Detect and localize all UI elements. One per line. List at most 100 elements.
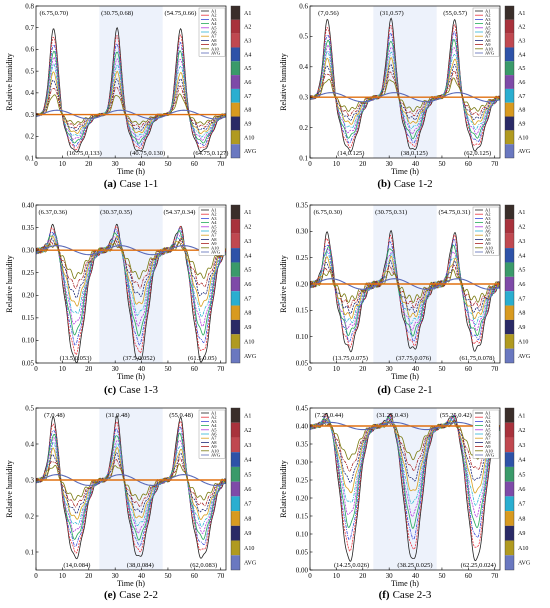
legend-label: A3 bbox=[485, 216, 491, 221]
y-tick-label: 0.20 bbox=[22, 292, 35, 300]
legend-label: A3 bbox=[485, 419, 491, 424]
colorbar-segment bbox=[505, 219, 514, 234]
panel-caption: (a) Case 1-1 bbox=[104, 178, 159, 190]
x-tick-label: 0 bbox=[308, 160, 312, 168]
y-tick-label: 0.35 bbox=[296, 440, 309, 448]
x-axis-title: Time (h) bbox=[117, 167, 145, 176]
x-tick-label: 10 bbox=[333, 572, 341, 580]
series-line-avg bbox=[36, 245, 226, 256]
peak-annotation: (54.37,0.34) bbox=[163, 209, 195, 216]
colorbar-label: A7 bbox=[518, 296, 525, 302]
legend-label: A6 bbox=[211, 432, 217, 437]
x-tick-label: 50 bbox=[438, 572, 446, 580]
legend-label: A1 bbox=[211, 411, 217, 416]
series-line-a5 bbox=[310, 248, 500, 331]
colorbar-label: A9 bbox=[518, 325, 525, 331]
colorbar-label: A4 bbox=[518, 458, 525, 464]
x-tick-label: 10 bbox=[59, 572, 67, 580]
y-axis-title: Relative humidity bbox=[5, 53, 14, 111]
colorbar-label: A1 bbox=[518, 11, 525, 17]
y-tick-label: 0.00 bbox=[296, 566, 309, 574]
panel-b: 0.1 0.2 0.3 0.4 0.5 0.6 0 10 20 30 40 50 60 70 Time (h… bbox=[279, 2, 531, 190]
series-group bbox=[36, 223, 226, 363]
colorbar-segment bbox=[231, 422, 240, 438]
x-tick-label: 40 bbox=[412, 160, 420, 168]
colorbar: A1 A2 A3 A4 A5 A6 A7 A8 A9 A10 AVG bbox=[230, 204, 257, 364]
colorbar-segment bbox=[231, 47, 240, 62]
y-tick-label: 0.2 bbox=[25, 512, 34, 520]
legend-label: A6 bbox=[485, 30, 491, 35]
colorbar-segment bbox=[231, 466, 240, 482]
y-axis-title: Relative humidity bbox=[279, 460, 288, 518]
x-tick-label: 70 bbox=[491, 572, 499, 580]
legend-label: A9 bbox=[485, 42, 491, 47]
peak-annotation: (7.25,0.44) bbox=[315, 412, 344, 419]
legend-label: A5 bbox=[211, 224, 217, 229]
x-tick-label: 60 bbox=[191, 365, 199, 373]
colorbar-segment bbox=[505, 88, 514, 103]
legend-label: A9 bbox=[211, 444, 217, 449]
series-line-a2 bbox=[310, 413, 500, 552]
colorbar-segment bbox=[231, 452, 240, 467]
x-tick-label: 70 bbox=[491, 365, 499, 373]
series-group bbox=[310, 412, 500, 562]
legend-label: A2 bbox=[485, 415, 491, 420]
colorbar-label: A3 bbox=[244, 39, 251, 45]
legend-label: A1 bbox=[485, 411, 491, 416]
colorbar-label: A7 bbox=[518, 502, 525, 508]
series-line-a4 bbox=[36, 432, 226, 541]
series-line-a10 bbox=[36, 93, 226, 125]
trough-annotation: (38,0.084) bbox=[127, 562, 154, 569]
series-line-avg bbox=[310, 92, 500, 103]
legend-label: A1 bbox=[211, 208, 217, 213]
series-line-a9 bbox=[36, 239, 226, 290]
colorbar-label: A9 bbox=[244, 531, 251, 537]
series-group bbox=[36, 415, 226, 560]
x-tick-label: 10 bbox=[59, 160, 67, 168]
x-tick-label: 20 bbox=[85, 572, 93, 580]
legend-label: A4 bbox=[211, 220, 217, 225]
colorbar-segment bbox=[231, 262, 240, 277]
colorbar-segment bbox=[505, 481, 514, 497]
panel-d: 0.05 0.10 0.15 0.20 0.25 0.30 0.35 0 10 20 30 40 50 6… bbox=[279, 201, 531, 396]
colorbar: A1 A2 A3 A4 A5 A6 A7 A8 A9 A10 AVG bbox=[504, 204, 531, 364]
colorbar-label: A2 bbox=[244, 225, 251, 231]
plot-frame bbox=[309, 5, 501, 159]
series-line-a6 bbox=[36, 233, 226, 318]
caption-letter: (a) bbox=[104, 178, 117, 190]
colorbar-label: A2 bbox=[244, 428, 251, 434]
caption-text: Case 1-3 bbox=[119, 384, 158, 396]
legend-label: A4 bbox=[485, 423, 491, 428]
legend-label: A2 bbox=[211, 13, 217, 18]
colorbar-segment bbox=[505, 33, 514, 48]
peak-annotation: (31,0.48) bbox=[106, 412, 130, 419]
colorbar-segment bbox=[505, 422, 514, 438]
series-line-a10 bbox=[310, 77, 500, 112]
x-tick-label: 30 bbox=[386, 572, 394, 580]
series-line-a10 bbox=[36, 463, 226, 501]
legend-label: A2 bbox=[485, 13, 491, 18]
legend-label: A9 bbox=[485, 444, 491, 449]
colorbar-segment bbox=[231, 348, 240, 363]
legend-label: A7 bbox=[485, 436, 491, 441]
legend-label: A1 bbox=[485, 9, 491, 14]
colorbar-segment bbox=[231, 116, 240, 131]
x-tick-label: 70 bbox=[217, 365, 225, 373]
series-group bbox=[310, 229, 500, 353]
colorbar-label: AVG bbox=[518, 149, 531, 155]
y-axis-title: Relative humidity bbox=[279, 53, 288, 111]
x-tick-label: 40 bbox=[412, 572, 420, 580]
caption-letter: (e) bbox=[104, 589, 117, 601]
x-axis-title: Time (h) bbox=[391, 167, 419, 176]
y-tick-label: 0.1 bbox=[25, 154, 34, 162]
x-tick-label: 60 bbox=[191, 160, 199, 168]
legend-label: A7 bbox=[211, 436, 217, 441]
x-tick-label: 60 bbox=[465, 365, 473, 373]
series-line-a1 bbox=[310, 412, 500, 562]
colorbar-label: A3 bbox=[518, 39, 525, 45]
y-tick-label: 0.2 bbox=[25, 133, 34, 141]
x-tick-label: 70 bbox=[217, 160, 225, 168]
